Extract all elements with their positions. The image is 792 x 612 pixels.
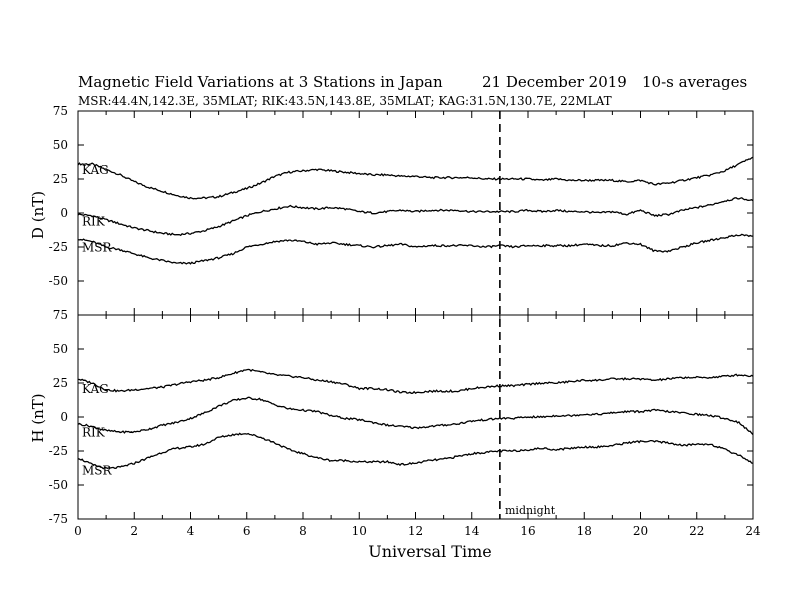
y-tick-label: 25 xyxy=(53,376,68,390)
y-tick-label: -50 xyxy=(49,274,68,288)
x-tick-label: 6 xyxy=(243,524,251,538)
x-tick-label: 12 xyxy=(408,524,423,538)
y-tick-label: -25 xyxy=(49,444,68,458)
series-label-msr: MSR xyxy=(82,241,113,255)
x-tick-label: 24 xyxy=(745,524,761,538)
series-line-msr xyxy=(77,233,753,265)
y-tick-label: 0 xyxy=(60,206,68,220)
x-axis-label: Universal Time xyxy=(368,542,491,561)
x-tick-label: 8 xyxy=(299,524,307,538)
y-tick-label: 0 xyxy=(60,410,68,424)
x-tick-label: 2 xyxy=(130,524,138,538)
y-tick-label: 75 xyxy=(53,308,68,322)
x-tick-label: 20 xyxy=(633,524,648,538)
y-tick-label: -75 xyxy=(49,512,68,526)
chart-title: Magnetic Field Variations at 3 Stations … xyxy=(78,73,443,91)
series-label-msr: MSR xyxy=(82,464,113,478)
panel-frame xyxy=(77,314,754,520)
series-line-rik xyxy=(77,396,754,436)
y-tick-label: 75 xyxy=(53,104,68,118)
x-tick-label: 18 xyxy=(577,524,592,538)
series-line-kag xyxy=(77,156,754,200)
series-label-rik: RIK xyxy=(82,215,106,229)
series-line-rik xyxy=(77,197,754,237)
y-tick-label: -50 xyxy=(49,478,68,492)
x-tick-label: 16 xyxy=(520,524,535,538)
station-coordinates: MSR:44.4N,142.3E, 35MLAT; RIK:43.5N,143.… xyxy=(78,94,612,108)
chart-date: 21 December 2019 xyxy=(482,73,627,91)
x-tick-label: 14 xyxy=(464,524,480,538)
y-tick-label: 25 xyxy=(53,172,68,186)
series-label-rik: RIK xyxy=(82,426,106,440)
x-tick-label: 10 xyxy=(352,524,367,538)
series-label-kag: KAG xyxy=(82,382,109,396)
y-tick-label: 50 xyxy=(53,138,68,152)
x-tick-label: 22 xyxy=(689,524,704,538)
y-tick-label: -25 xyxy=(49,240,68,254)
series-line-kag xyxy=(77,368,754,395)
x-tick-label: 0 xyxy=(74,524,82,538)
midnight-label: midnight xyxy=(505,504,556,517)
y-axis-label-h: H (nT) xyxy=(29,393,47,442)
chart-averaging: 10-s averages xyxy=(642,73,747,91)
series-label-kag: KAG xyxy=(82,163,109,177)
panel-frame xyxy=(77,110,754,316)
x-tick-label: 4 xyxy=(187,524,195,538)
y-tick-label: 50 xyxy=(53,342,68,356)
d-component-panel: -50 -25 0 25 50 75 KAG RIK MSR xyxy=(49,104,754,316)
series-line-msr xyxy=(77,432,754,470)
y-axis-label-d: D (nT) xyxy=(29,191,47,239)
